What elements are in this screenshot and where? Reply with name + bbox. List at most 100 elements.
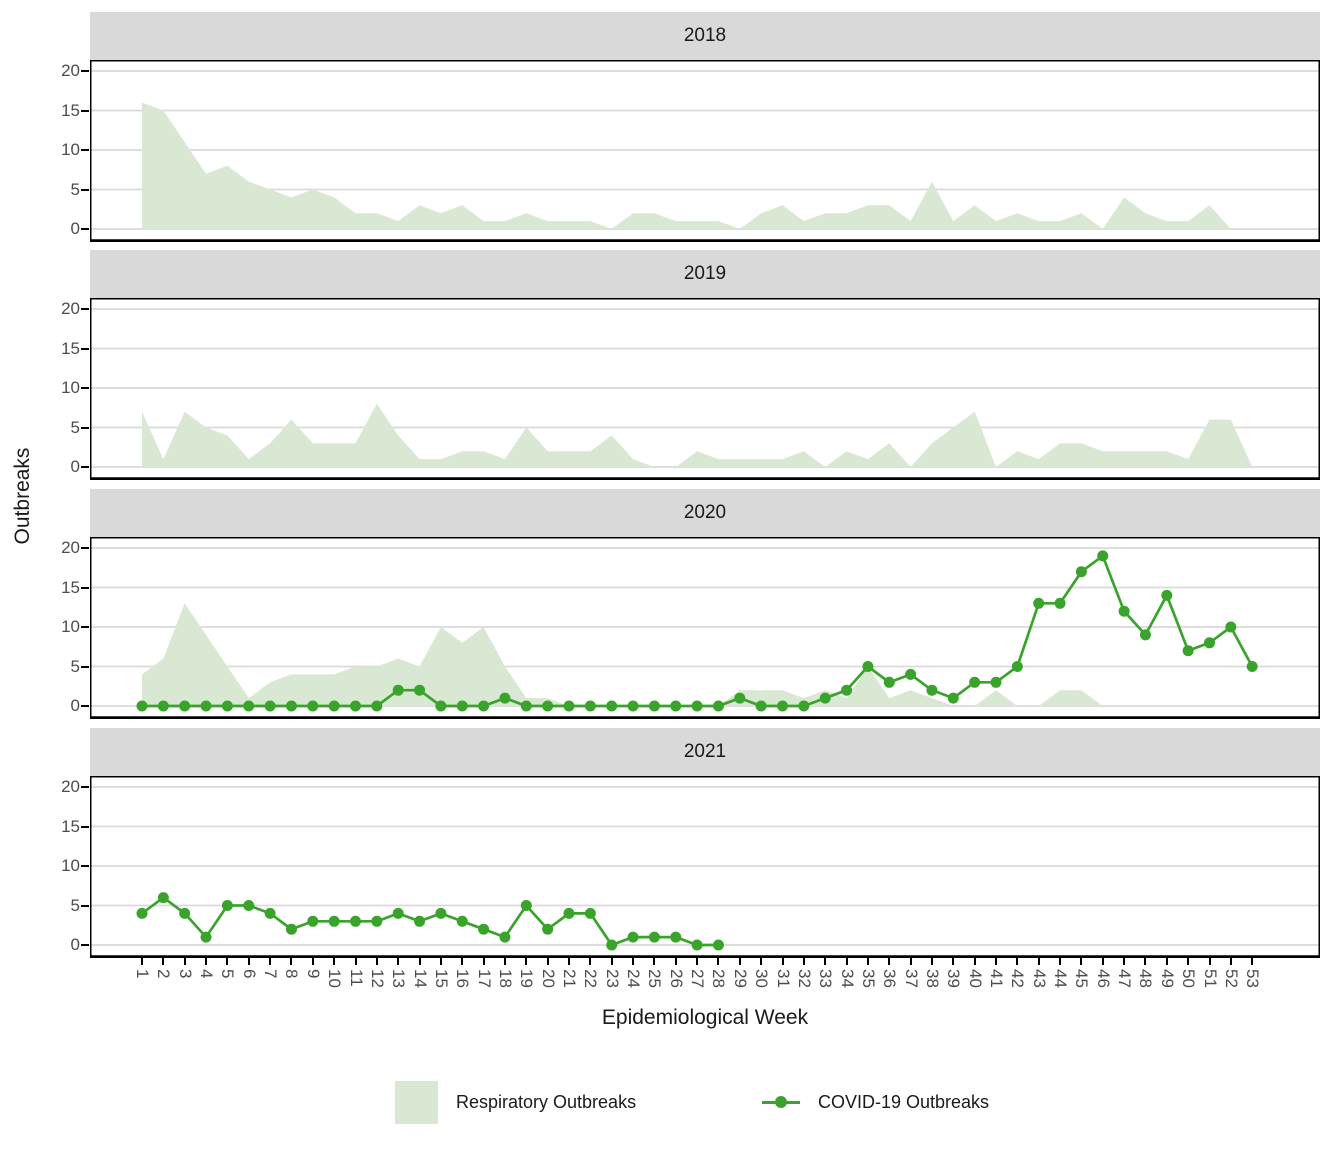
facet-strip-2018: 2018 (90, 12, 1320, 60)
covid-point (691, 939, 703, 951)
x-tick-label: 41 (987, 969, 1006, 988)
y-tick-mark (81, 944, 89, 946)
x-tick-label: 38 (922, 969, 942, 988)
covid-point (200, 700, 212, 712)
respiratory-legend-label: Respiratory Outbreaks (456, 1092, 637, 1112)
x-tick-label: 53 (1243, 969, 1263, 988)
covid-point (712, 700, 724, 712)
x-tick-label: 51 (1200, 969, 1220, 988)
x-tick-label: 3 (175, 969, 195, 979)
covid-point (670, 700, 682, 712)
x-tick-mark (995, 958, 997, 965)
x-tick-mark (866, 958, 869, 965)
covid-point (712, 939, 724, 951)
x-tick-label: 16 (453, 969, 473, 988)
x-tick-label: 18 (495, 969, 515, 988)
x-tick-mark (397, 958, 400, 965)
x-tick-mark (760, 958, 763, 965)
y-tick-label: 0 (70, 696, 80, 715)
covid-point (947, 692, 959, 704)
y-tick-mark (81, 426, 89, 429)
covid-point (1161, 589, 1173, 601)
covid-point (414, 915, 426, 927)
y-tick-mark (81, 70, 89, 72)
x-tick-label: 40 (965, 969, 985, 988)
x-tick-mark (290, 958, 293, 965)
x-tick-mark (1101, 958, 1104, 965)
covid-point (584, 700, 596, 712)
x-tick-mark (888, 958, 891, 965)
covid-point (179, 700, 191, 712)
x-tick-label: 12 (367, 969, 387, 988)
covid-point (499, 931, 511, 943)
x-tick-mark (802, 958, 805, 965)
x-tick-mark (1080, 958, 1083, 965)
y-tick-label: 10 (61, 856, 80, 875)
covid-point (670, 931, 682, 943)
covid-point (520, 900, 532, 911)
x-tick-label: 39 (944, 969, 964, 988)
x-tick-mark (1165, 958, 1168, 965)
x-tick-label: 35 (858, 969, 878, 988)
covid-point (1011, 661, 1023, 672)
y-tick-label: 5 (70, 895, 80, 915)
y-tick-label: 0 (70, 219, 80, 238)
x-tick-mark (1016, 958, 1019, 965)
covid-point (798, 700, 810, 712)
x-tick-label: 32 (794, 969, 814, 988)
covid-point (371, 915, 383, 927)
covid-point (136, 700, 148, 712)
covid-point (1139, 629, 1151, 641)
y-tick-mark (81, 586, 89, 589)
facet-strip-2021: 2021 (90, 728, 1320, 776)
x-tick-label: 33 (816, 969, 836, 988)
covid-point (435, 700, 447, 712)
covid-point (264, 700, 276, 712)
x-tick-mark (461, 958, 464, 965)
x-tick-mark (717, 958, 720, 965)
covid-point (243, 700, 255, 712)
y-tick-mark (81, 466, 89, 468)
x-tick-label: 4 (197, 969, 217, 979)
covid-point (841, 684, 853, 696)
covid-point (648, 700, 660, 712)
y-axis-title: Outbreaks (11, 447, 34, 545)
x-tick-mark (226, 958, 229, 965)
covid-point (520, 700, 532, 712)
y-tick-label: 10 (61, 140, 80, 159)
x-tick-mark (1037, 958, 1040, 965)
covid-line-2021 (141, 895, 719, 947)
covid-point (606, 700, 618, 712)
y-tick-mark (81, 228, 89, 230)
x-tick-mark (738, 958, 741, 965)
covid-point (1225, 621, 1237, 633)
x-tick-label: 10 (325, 969, 345, 988)
y-tick-mark (81, 705, 89, 707)
y-tick-label: 20 (61, 61, 80, 80)
covid-point (1204, 637, 1215, 649)
covid-point (221, 700, 233, 712)
covid-point (328, 700, 340, 712)
respiratory-area-2020 (142, 603, 1253, 706)
facet-strip-2020: 2020 (90, 489, 1320, 537)
y-tick-mark (81, 665, 89, 668)
x-tick-label: 21 (560, 969, 579, 988)
x-tick-mark (1208, 958, 1211, 965)
x-tick-mark (653, 958, 656, 965)
x-tick-mark (482, 958, 485, 965)
x-tick-mark (632, 958, 635, 965)
x-tick-label: 24 (624, 969, 644, 988)
covid-point (819, 692, 831, 704)
x-tick-mark (1251, 958, 1254, 965)
x-tick-label: 49 (1157, 969, 1177, 988)
y-tick-mark (81, 626, 89, 628)
x-tick-label: 50 (1179, 969, 1199, 988)
y-tick-label: 15 (61, 100, 80, 120)
covid-point (307, 915, 319, 927)
x-tick-mark (610, 958, 613, 965)
respiratory-legend-swatch (395, 1081, 438, 1124)
x-tick-label: 25 (645, 969, 665, 988)
covid-point (371, 700, 383, 712)
x-tick-mark (909, 958, 912, 965)
covid-point (136, 907, 148, 919)
